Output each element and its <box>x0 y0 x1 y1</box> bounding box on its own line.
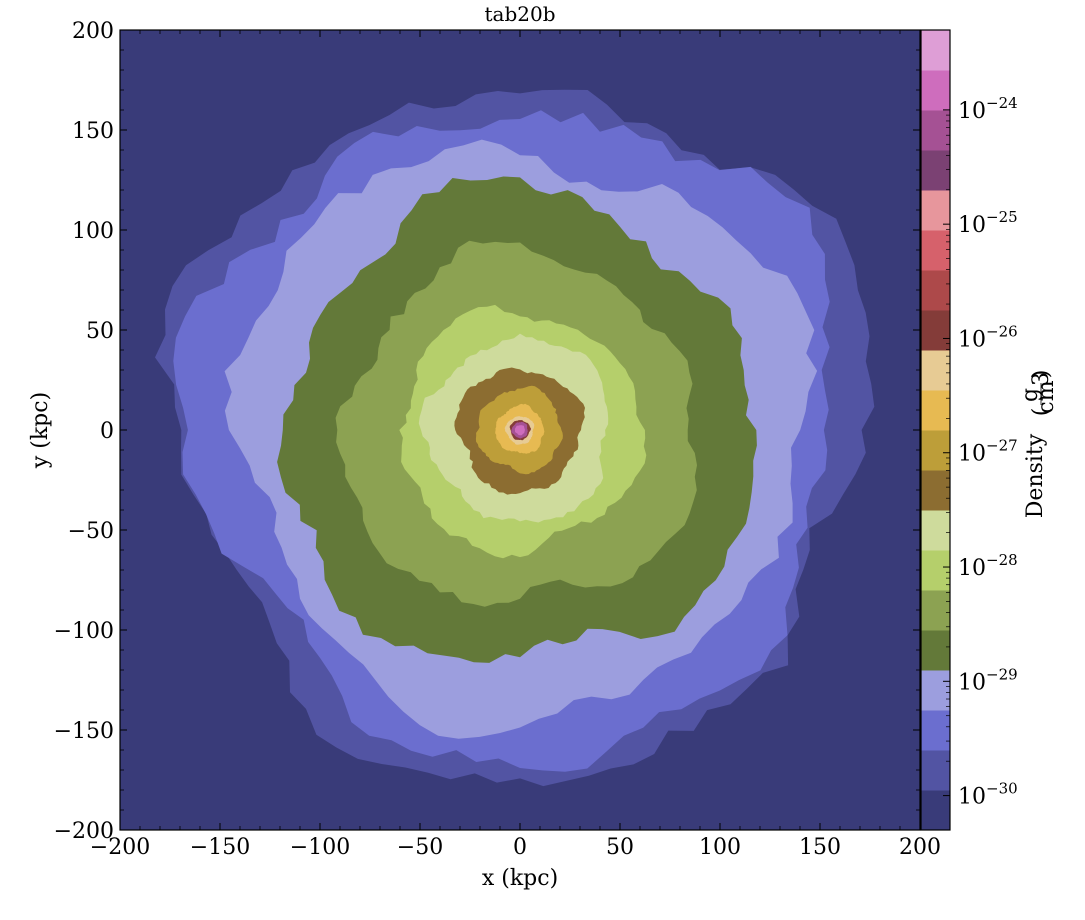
colorbar-tick-label: 10−29 <box>958 665 1018 695</box>
colorbar-unit-exponent: 3 <box>1029 372 1054 386</box>
colorbar-swatch <box>921 30 950 71</box>
chart-title: tab20b <box>484 2 555 26</box>
x-tick-label: −100 <box>290 835 350 860</box>
colorbar-swatch <box>921 230 950 271</box>
colorbar-swatch <box>921 70 950 111</box>
colorbar-swatch <box>921 550 950 591</box>
colorbar-swatch <box>921 590 950 631</box>
colorbar-swatches <box>921 30 950 831</box>
x-tick-label: 0 <box>513 835 527 860</box>
colorbar-swatch <box>921 510 950 551</box>
colorbar-tick-label: 10−26 <box>958 322 1018 352</box>
colorbar-frame <box>920 29 951 831</box>
colorbar-ticks: 10−30 10−29 10−28 10−27 10−26 10−25 10−24 <box>943 94 1018 810</box>
y-tick-label: −200 <box>54 819 114 844</box>
y-axis-label: y (kpc) <box>28 392 53 469</box>
colorbar-swatch <box>921 310 950 351</box>
y-tick-label: 200 <box>72 19 114 44</box>
colorbar-label: Density <box>1023 433 1048 518</box>
x-axis-label: x (kpc) <box>482 866 558 891</box>
density-contour-level-13 <box>514 425 525 436</box>
density-contours <box>155 89 875 787</box>
colorbar-unit-paren-right: ) <box>1029 370 1054 379</box>
colorbar-swatch <box>921 110 950 151</box>
x-tick-label: −200 <box>90 835 150 860</box>
colorbar-swatch <box>921 750 950 791</box>
colorbar-swatch <box>921 390 950 431</box>
x-tick-label: −50 <box>397 835 443 860</box>
y-tick-label: 150 <box>72 119 114 144</box>
y-tick-label: 100 <box>72 219 114 244</box>
colorbar-swatch <box>921 430 950 471</box>
colorbar-tick-label: 10−27 <box>958 437 1018 467</box>
x-tick-label: 200 <box>899 835 941 860</box>
colorbar-swatch <box>921 150 950 191</box>
colorbar-swatch <box>921 270 950 311</box>
colorbar-tick-label: 10−30 <box>958 780 1018 810</box>
colorbar-swatch <box>921 710 950 751</box>
colorbar-tick-label: 10−24 <box>958 94 1018 124</box>
x-tick-label: −150 <box>190 835 250 860</box>
colorbar-swatch <box>921 790 950 831</box>
colorbar-tick-label: 10−25 <box>958 208 1018 238</box>
y-tick-label: 50 <box>86 319 114 344</box>
plot-area: −200 −150 −100 −50 0 50 100 150 200 −200 −150 −100… <box>54 19 941 860</box>
colorbar-swatch <box>921 630 950 671</box>
y-axis-ticks: −200 −150 −100 −50 0 50 100 150 200 <box>54 19 920 844</box>
colorbar-swatch <box>921 350 950 391</box>
x-tick-label: 50 <box>606 835 634 860</box>
x-tick-label: 100 <box>699 835 741 860</box>
y-tick-label: −50 <box>68 519 114 544</box>
y-tick-label: 0 <box>100 419 114 444</box>
colorbar-swatch <box>921 470 950 511</box>
x-axis-ticks: −200 −150 −100 −50 0 50 100 150 200 <box>90 30 941 860</box>
colorbar-unit-numerator: g <box>1018 388 1043 402</box>
y-tick-label: −100 <box>54 619 114 644</box>
colorbar-tick-label: 10−28 <box>958 551 1018 581</box>
colorbar: 10−30 10−29 10−28 10−27 10−26 10−25 10−24 Dens… <box>920 29 1059 831</box>
x-tick-label: 150 <box>799 835 841 860</box>
y-tick-label: −150 <box>54 719 114 744</box>
colorbar-unit-paren-left: ( <box>1029 408 1054 417</box>
colorbar-label-group: Density ( g cm 3 ) <box>1018 370 1059 519</box>
colorbar-unit-denominator: cm <box>1034 380 1059 413</box>
colorbar-swatch <box>921 670 950 711</box>
